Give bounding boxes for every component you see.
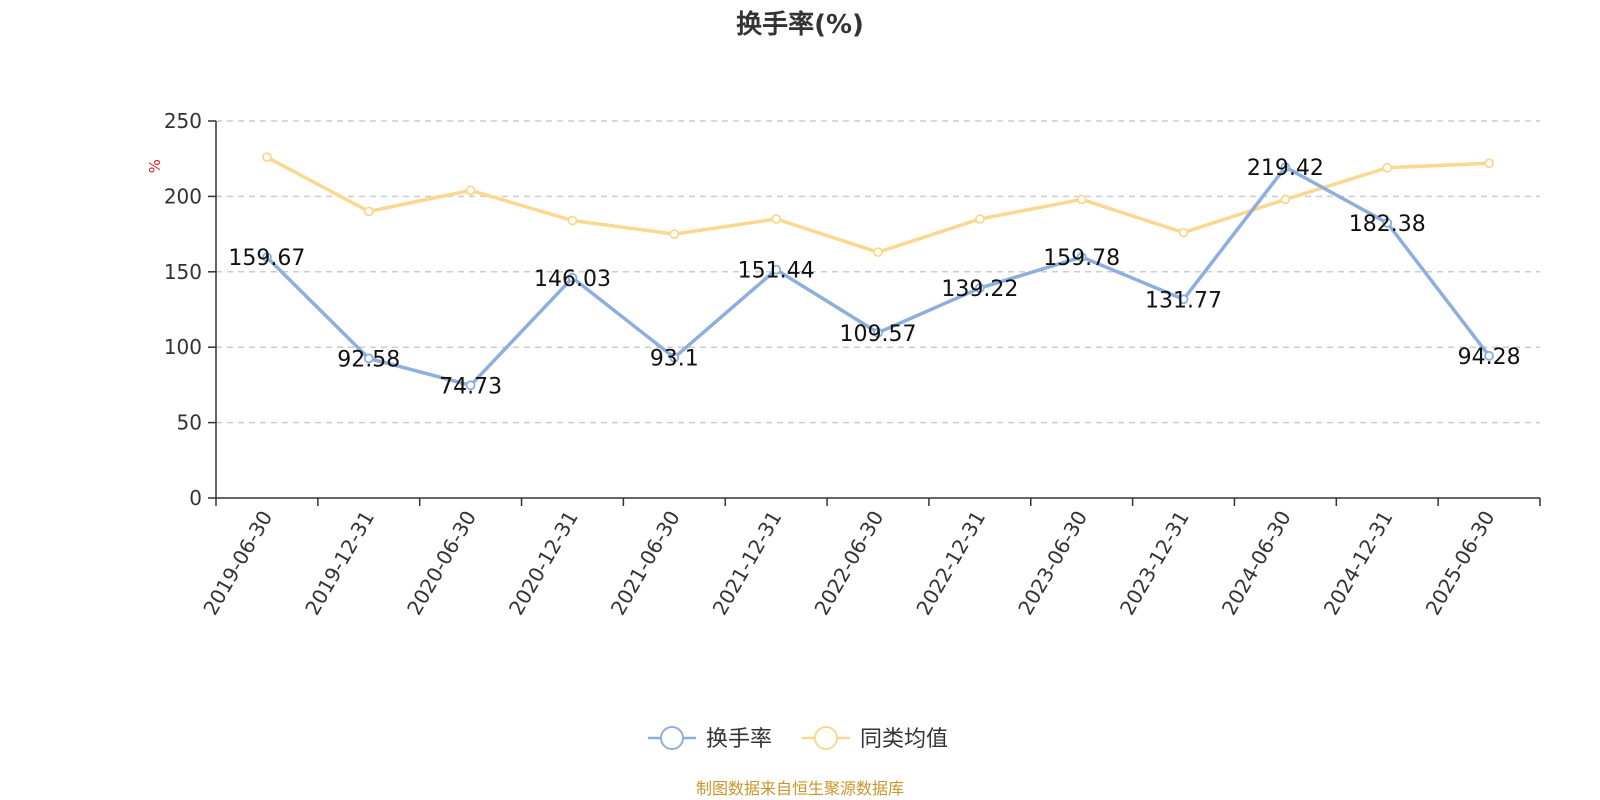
y-axis-unit: %: [146, 159, 164, 173]
data-label: 159.67: [228, 246, 305, 271]
data-point: [669, 352, 680, 363]
y-tick-label: 0: [189, 486, 202, 510]
data-point: [974, 283, 985, 293]
y-tick-label: 50: [177, 411, 202, 435]
y-tick-label: 200: [164, 184, 202, 208]
y-tick-label: 250: [164, 109, 202, 133]
data-label: 94.28: [1458, 345, 1521, 370]
data-point: [1484, 350, 1494, 361]
x-tick-label: 2022-12-31: [911, 507, 990, 620]
data-label: 93.1: [650, 347, 699, 372]
chart-title: 换手率(%): [736, 10, 864, 40]
data-label: 219.42: [1247, 156, 1324, 181]
x-tick-label: 2021-12-31: [708, 507, 787, 620]
data-label: 159.78: [1043, 246, 1120, 271]
data-point: [873, 327, 883, 338]
data-label: 74.73: [439, 374, 502, 399]
x-tick-label: 2020-06-30: [402, 507, 481, 620]
x-tick-label: 2019-12-31: [300, 507, 379, 620]
data-label: 139.22: [941, 277, 1018, 302]
data-point: [873, 247, 883, 258]
data-point: [1484, 158, 1494, 169]
x-tick-label: 2024-12-31: [1319, 507, 1398, 620]
x-tick-label: 2022-06-30: [809, 507, 888, 620]
data-point: [567, 215, 578, 226]
x-tick-label: 2019-06-30: [198, 507, 277, 620]
data-point: [1076, 252, 1087, 262]
data-point: [1280, 162, 1291, 173]
legend-marker: [660, 726, 684, 750]
legend-marker: [814, 726, 838, 750]
data-point: [567, 272, 578, 283]
series-line-turnover: [265, 165, 1491, 388]
data-label: 131.77: [1145, 288, 1222, 313]
data-point: [771, 214, 782, 224]
data-label: 92.58: [337, 347, 400, 372]
y-tick-label: 150: [164, 260, 202, 284]
data-label: 182.38: [1349, 212, 1426, 237]
x-tick-label: 2020-12-31: [504, 507, 583, 620]
legend-item-peer-average: 同类均值: [860, 727, 948, 752]
x-tick-label: 2021-06-30: [606, 507, 685, 620]
y-tick-label: 100: [164, 335, 202, 359]
data-point: [1178, 227, 1189, 238]
data-point: [1382, 162, 1393, 173]
source-note: 制图数据来自恒生聚源数据库: [696, 779, 904, 798]
data-point: [363, 206, 374, 217]
data-point: [1280, 194, 1291, 205]
data-point: [1178, 294, 1189, 305]
data-point: [465, 380, 476, 391]
data-point: [669, 229, 680, 240]
x-tick-label: 2025-06-30: [1421, 507, 1500, 620]
data-point: [974, 214, 985, 224]
x-tick-label: 2023-06-30: [1013, 507, 1092, 620]
x-tick-label: 2023-12-31: [1115, 507, 1194, 620]
data-label: 109.57: [840, 322, 917, 347]
data-point: [1076, 194, 1087, 205]
data-point: [1382, 218, 1393, 228]
data-point: [363, 353, 374, 364]
data-point: [465, 185, 476, 196]
legend-item-turnover: 换手率: [706, 727, 772, 752]
data-point: [262, 252, 272, 263]
data-point: [771, 264, 782, 275]
data-point: [262, 152, 272, 163]
data-label: 146.03: [534, 267, 611, 292]
data-label: 151.44: [738, 259, 815, 284]
x-tick-label: 2024-06-30: [1217, 507, 1296, 620]
